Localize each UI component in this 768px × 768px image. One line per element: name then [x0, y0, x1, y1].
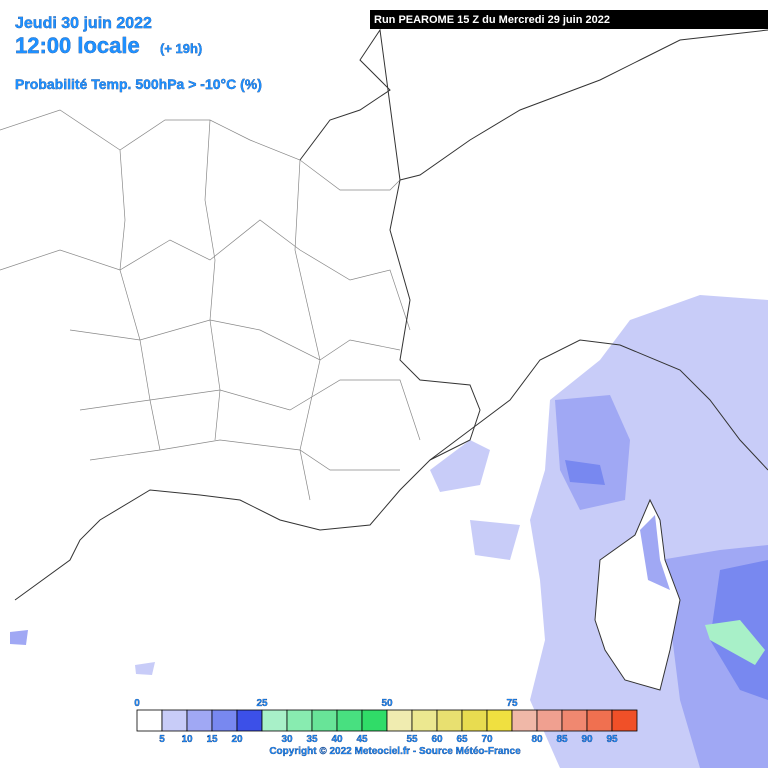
legend-swatch [361, 709, 388, 732]
copyright: Copyright © 2022 Meteociel.fr - Source M… [269, 746, 521, 757]
legend-label: 30 [281, 734, 293, 745]
legend-label: 50 [381, 698, 393, 709]
legend-swatch [211, 709, 238, 732]
legend-swatch [236, 709, 263, 732]
legend-label: 25 [256, 698, 268, 709]
legend-swatch [186, 709, 213, 732]
legend-swatch [536, 709, 563, 732]
legend-swatch [411, 709, 438, 732]
coastline [14, 339, 768, 601]
legend-label: 95 [606, 734, 618, 745]
legend-label: 40 [331, 734, 343, 745]
legend-label: 65 [456, 734, 468, 745]
legend-label: 15 [206, 734, 218, 745]
legend-label: 90 [581, 734, 593, 745]
legend-swatch [161, 709, 188, 732]
legend-label: 20 [231, 734, 243, 745]
legend-swatch [511, 709, 538, 732]
legend-label: 70 [481, 734, 493, 745]
legend: 0 5 10 15 20 25 30 35 40 45 50 55 60 65 70 75 80 85 90 95 [134, 698, 638, 745]
legend-swatch [286, 709, 313, 732]
legend-swatch [436, 709, 463, 732]
legend-swatch [261, 709, 288, 732]
legend-swatch [386, 709, 413, 732]
lead-time: (+ 19h) [160, 41, 202, 56]
run-banner [370, 10, 768, 29]
legend-swatch [486, 709, 513, 732]
legend-label: 75 [506, 698, 518, 709]
legend-label: 10 [181, 734, 193, 745]
legend-swatch [136, 709, 163, 732]
legend-label: 5 [159, 734, 165, 745]
legend-swatch [336, 709, 363, 732]
legend-swatch [561, 709, 588, 732]
probability-field [640, 515, 670, 590]
legend-label: 85 [556, 734, 568, 745]
legend-label: 0 [134, 698, 140, 709]
legend-label: 45 [356, 734, 368, 745]
legend-swatch [611, 709, 638, 732]
legend-label: 80 [531, 734, 543, 745]
corsica [594, 498, 681, 691]
legend-label: 35 [306, 734, 318, 745]
run-label: Run PEAROME 15 Z du Mercredi 29 juin 202… [374, 14, 610, 26]
borders [0, 28, 768, 501]
legend-label: 60 [431, 734, 443, 745]
legend-swatch [586, 709, 613, 732]
parameter-title: Probabilité Temp. 500hPa > -10°C (%) [15, 76, 262, 92]
legend-swatch [311, 709, 338, 732]
legend-swatch [461, 709, 488, 732]
legend-label: 55 [406, 734, 418, 745]
forecast-time: 12:00 locale [15, 33, 140, 58]
forecast-date: Jeudi 30 juin 2022 [15, 15, 152, 32]
